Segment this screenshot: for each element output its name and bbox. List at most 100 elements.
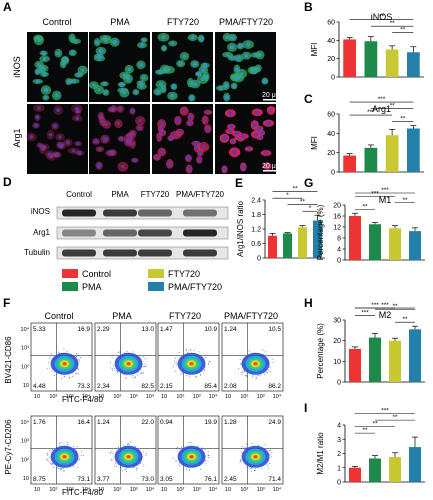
event-dot (175, 460, 177, 462)
event-dot (177, 449, 179, 451)
event-dot (118, 351, 120, 353)
event-dot (134, 446, 136, 447)
event-dot (181, 446, 183, 448)
event-dot (240, 363, 242, 365)
y-tick-label: 30 (333, 318, 341, 325)
bar (268, 235, 277, 258)
blot-row-label: Arg1 (33, 228, 50, 237)
event-dot (119, 467, 121, 469)
event-dot (244, 370, 246, 372)
event-dot (60, 377, 62, 379)
event-dot (76, 373, 78, 374)
flow-y-tick-label: 10 (23, 476, 29, 482)
cell-nucleus (74, 106, 79, 111)
significance-label: *** (371, 302, 379, 309)
event-dot (205, 356, 207, 358)
flow-x-tick-label: 10 (225, 394, 231, 400)
event-dot (136, 374, 138, 376)
flow-x-tick-label: 10³ (130, 394, 138, 400)
flow-x-tick-label: 10² (49, 487, 57, 493)
panel-letter: E (235, 176, 243, 190)
flow-x-tick-label: 10 (225, 487, 231, 493)
quadrant-value: 2.08 (224, 383, 237, 390)
scalebar (263, 170, 283, 172)
event-dot (123, 352, 125, 354)
y-tick-label: 2.4 (251, 198, 261, 205)
cell-nucleus (96, 163, 102, 169)
cell-nucleus (127, 67, 132, 72)
cell-nucleus (160, 130, 165, 135)
panel-letter: H (304, 296, 313, 310)
event-dot (118, 447, 119, 448)
event-dot (140, 463, 142, 464)
event-dot (187, 442, 189, 444)
event-dot (250, 467, 252, 469)
bar (385, 135, 399, 172)
flow-ylabel-row2: PE-Cy7-CD206 (4, 419, 13, 475)
legend-swatch-pma (62, 282, 78, 291)
event-dot (80, 357, 82, 358)
cell-nucleus (57, 142, 62, 147)
cell-nucleus (246, 42, 251, 47)
event-dot (123, 374, 125, 376)
event-dot (110, 459, 112, 461)
legend-swatch-control (62, 269, 78, 278)
event-dot (172, 457, 174, 459)
event-dot (77, 368, 79, 370)
cell-nucleus (178, 130, 182, 135)
y-axis-label: Percentage (%) (316, 323, 325, 379)
event-dot (240, 461, 242, 462)
panel-a-col-label: Control (42, 17, 71, 27)
bar (407, 128, 420, 172)
scalebar-label: 20 μm (262, 92, 282, 99)
event-dot (76, 353, 78, 354)
event-dot (203, 370, 205, 372)
cell-nucleus (205, 126, 210, 131)
y-tick-label: 60 (327, 112, 335, 119)
event-dot (242, 446, 244, 448)
event-dot (145, 363, 147, 365)
event-dot (265, 371, 267, 373)
event-dot (255, 378, 257, 379)
cell-nucleus (118, 107, 123, 111)
blot-column-labels: Control PMA FTY720 PMA/FTY720 (66, 190, 224, 199)
event-dot (76, 356, 78, 357)
y-tick-label: 3 (337, 437, 341, 444)
quadrant-value: 3.77 (97, 476, 110, 483)
event-dot (136, 469, 138, 471)
legend-label: PMA/FTY720 (168, 282, 222, 292)
cell-nucleus (228, 129, 232, 134)
event-dot (142, 365, 144, 367)
y-tick-label: 2 (337, 451, 341, 458)
event-dot (254, 468, 256, 470)
cell-nucleus (98, 48, 104, 54)
event-dot (207, 455, 209, 457)
quadrant-value: 73.0 (141, 476, 154, 483)
event-dot (239, 358, 241, 360)
cell-nucleus (112, 39, 118, 45)
significance-label: ** (379, 14, 385, 21)
y-tick-label: 0 (337, 480, 341, 487)
event-dot (175, 370, 177, 372)
cell-nucleus (161, 46, 167, 51)
chart-title: M1 (379, 195, 392, 205)
event-dot (126, 470, 127, 472)
cell-nucleus (56, 108, 61, 113)
cell-nucleus (247, 147, 251, 151)
cell-nucleus (142, 38, 146, 42)
event-dot (56, 466, 58, 468)
panel-a-row-label: iNOS (12, 56, 22, 78)
cell-nucleus (256, 126, 262, 132)
bar (349, 348, 361, 382)
quadrant-value: 2.29 (97, 326, 110, 333)
cell-nucleus (193, 141, 199, 146)
significance-label: *** (371, 190, 379, 197)
cell-nucleus (47, 152, 52, 157)
significance-label: ** (362, 427, 368, 434)
event-dot (246, 466, 248, 468)
cell-nucleus (138, 62, 144, 68)
event-dot (261, 467, 263, 469)
significance-label: ** (372, 421, 378, 428)
